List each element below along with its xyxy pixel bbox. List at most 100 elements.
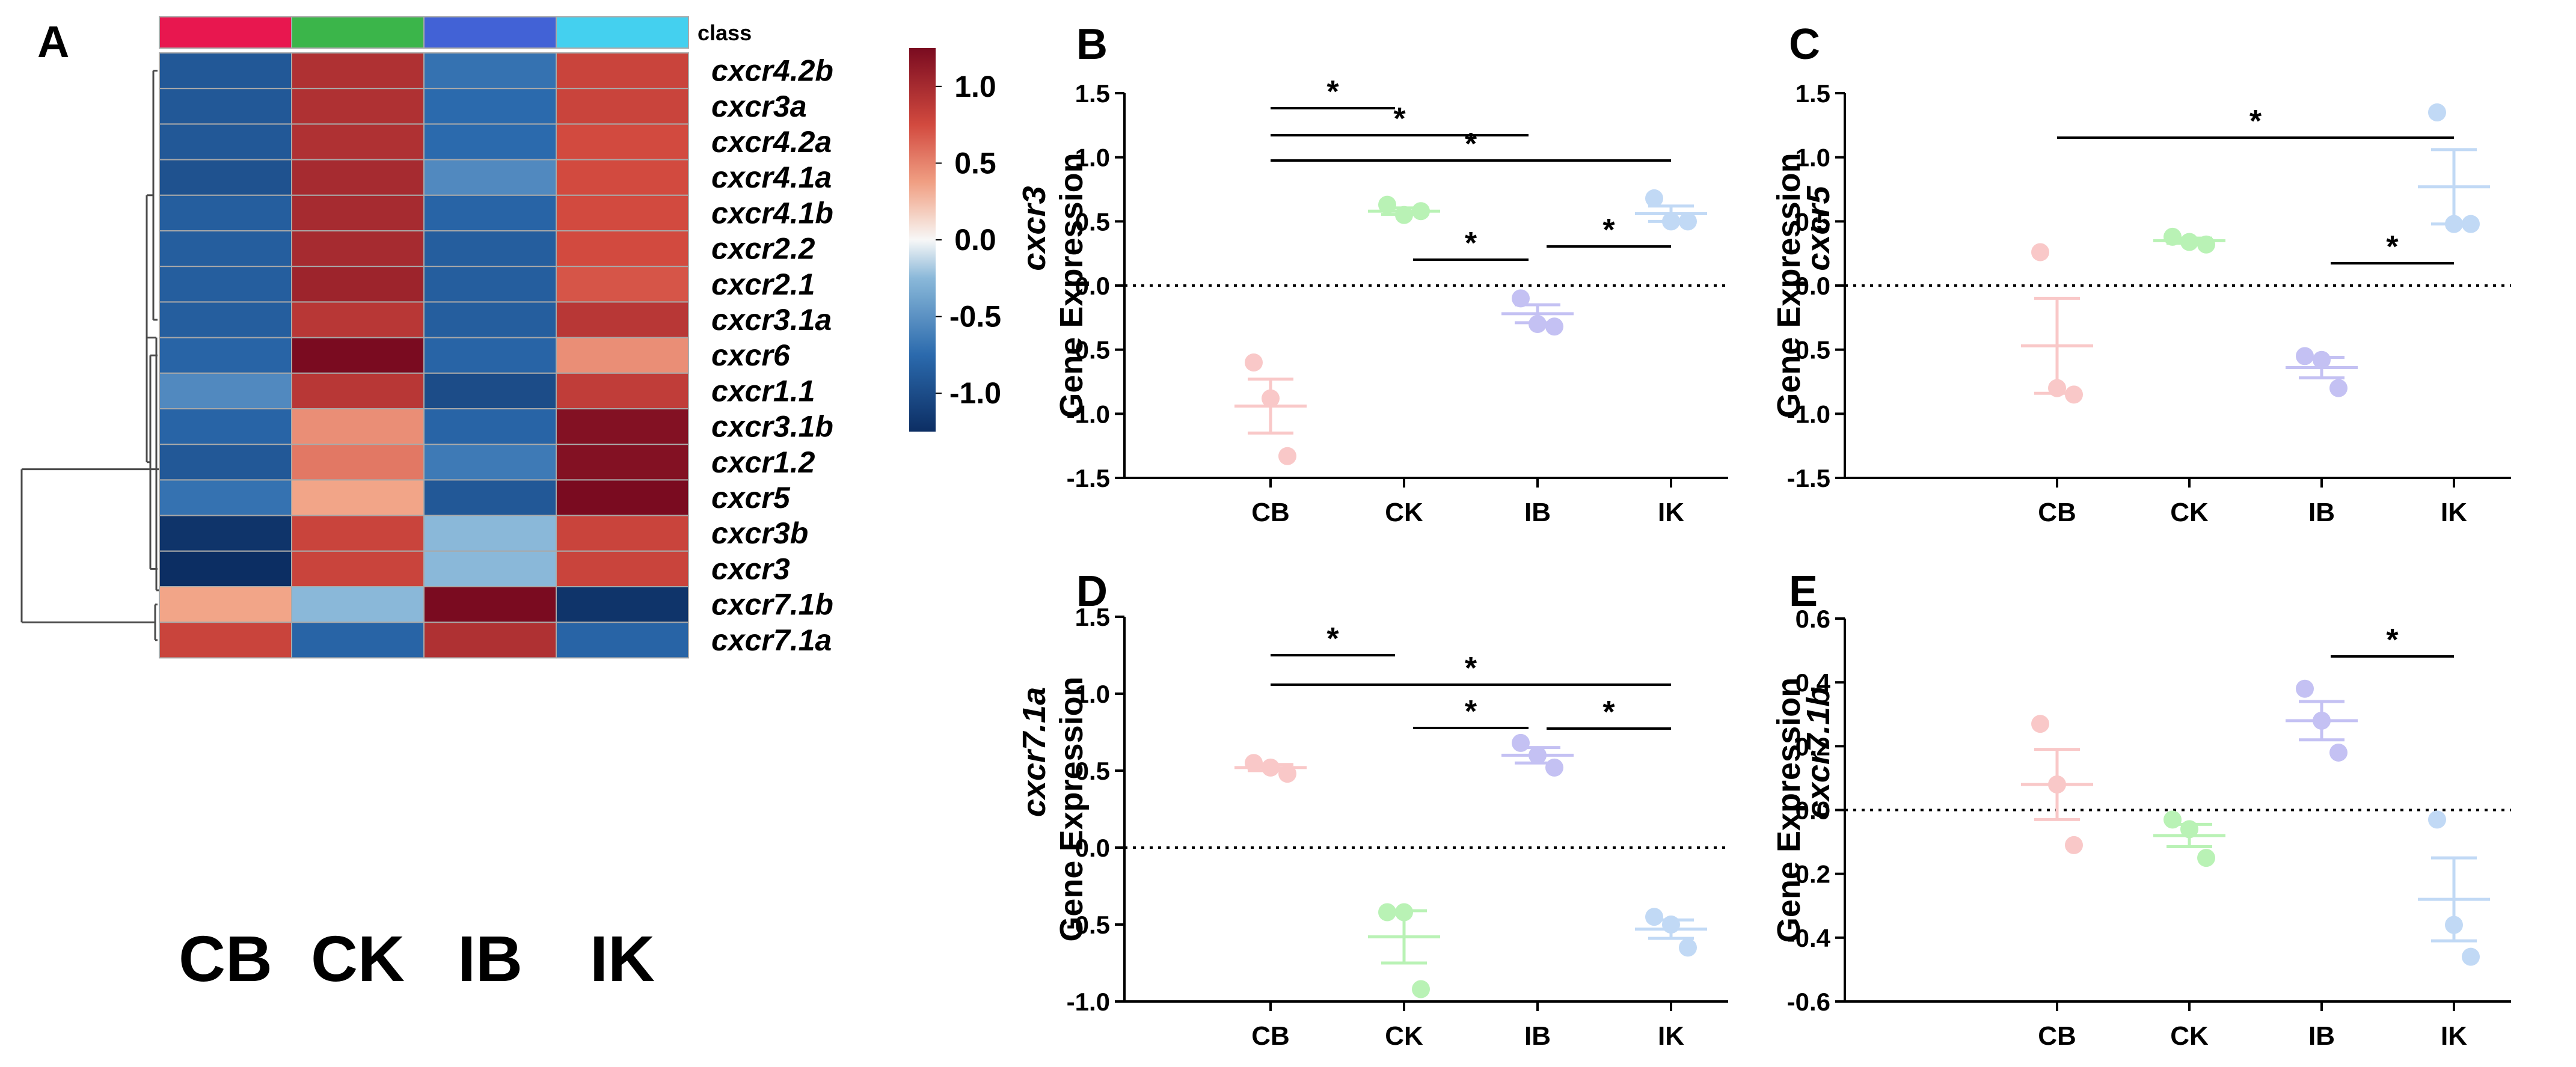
- y-tick-label: 1.0: [1796, 144, 1830, 172]
- heatmap-cell-cxcr5-IB: [423, 479, 557, 516]
- heatmap-cell-cxcr4.2b-IK: [556, 52, 689, 90]
- heatmap-cell-cxcr2.2-IK: [556, 230, 689, 268]
- data-point-IB: [1512, 733, 1530, 752]
- x-tick-label: IK: [2441, 1021, 2467, 1051]
- data-point-IK: [2445, 215, 2463, 233]
- heatmap-column-label: IK: [590, 922, 655, 995]
- x-tick-label: CK: [2170, 498, 2209, 527]
- heatmap-cell-cxcr4.1a-IB: [423, 159, 557, 196]
- heatmap-cell-cxcr4.1a-IK: [556, 159, 689, 196]
- heatmap-row-labels: cxcr4.2bcxcr3acxcr4.2acxcr4.1acxcr4.1bcx…: [711, 54, 833, 657]
- class-bar-IB: [423, 16, 557, 49]
- panel-letter-d: D: [1076, 567, 1108, 616]
- heatmap-cell-cxcr4.2a-IB: [423, 123, 557, 161]
- heatmap-cell-cxcr4.1b-CB: [159, 194, 292, 231]
- colorbar-tick-label: 0.5: [954, 146, 996, 180]
- heatmap-cell-cxcr3.1a-CK: [291, 301, 425, 338]
- y-tick-label: 0.0: [1796, 796, 1830, 825]
- gene-name-label: cxcr3: [1016, 186, 1052, 271]
- heatmap-cell-cxcr4.1b-CK: [291, 194, 425, 231]
- data-point-CB: [2048, 775, 2066, 794]
- y-tick-label: -1.0: [1067, 988, 1110, 1016]
- heatmap-row-label: cxcr3b: [711, 516, 808, 550]
- y-tick-label: -0.2: [1787, 860, 1830, 888]
- data-point-IK: [1679, 938, 1697, 957]
- heatmap-cell-cxcr7.1b-IK: [556, 586, 689, 623]
- heatmap-row-label: cxcr3: [711, 552, 790, 585]
- heatmap-cell-cxcr6-CK: [291, 337, 425, 374]
- x-tick-label: CB: [1251, 1021, 1290, 1051]
- panel-e: E 0.6 0.4 0.2 0.0 -0.2 -0.4 -0.6 CB CK IB IK cxcr7.…: [1771, 567, 2511, 1051]
- heatmap-cell-cxcr3-CB: [159, 550, 292, 587]
- colorbar: 1.0 0.5 0.0 -0.5 -1.0: [909, 48, 1001, 432]
- heatmap-cell-cxcr3.1a-IB: [423, 301, 557, 338]
- data-point-CK: [1395, 903, 1413, 922]
- heatmap: [159, 52, 689, 659]
- heatmap-cell-cxcr7.1a-IK: [556, 622, 689, 659]
- heatmap-column-label: IB: [458, 922, 523, 995]
- class-label: class: [698, 20, 752, 45]
- panel-b: B 1.5 1.0 0.5 0.0 -0.5 -1.0 -1.5 CB CK IB IK cxcr3 G…: [1016, 20, 1728, 527]
- data-point-IB: [1529, 746, 1547, 765]
- y-tick-label: -1.5: [1787, 464, 1830, 492]
- y-tick-label: -1.5: [1067, 464, 1110, 492]
- x-tick-label: IB: [2308, 498, 2335, 527]
- panel-letter-e: E: [1789, 567, 1818, 616]
- heatmap-cell-cxcr3-CK: [291, 550, 425, 587]
- heatmap-cell-cxcr6-IK: [556, 337, 689, 374]
- heatmap-cell-cxcr2.2-IB: [423, 230, 557, 268]
- heatmap-cell-cxcr1.2-CB: [159, 444, 292, 481]
- data-point-IB: [1545, 317, 1563, 336]
- panel-a: A class cxcr4.2bcxcr3acxcr4.2acxcr4.1acx…: [20, 16, 1001, 995]
- heatmap-row-label: cxcr7.1a: [711, 623, 832, 657]
- heatmap-cell-cxcr3-IB: [423, 550, 557, 587]
- heatmap-cell-cxcr4.2b-CK: [291, 52, 425, 90]
- heatmap-cell-cxcr1.1-IK: [556, 372, 689, 409]
- heatmap-cell-cxcr2.2-CK: [291, 230, 425, 268]
- significance-star: *: [1602, 213, 1615, 248]
- heatmap-cell-cxcr3b-IK: [556, 515, 689, 552]
- x-tick-label: CB: [2038, 1021, 2076, 1051]
- heatmap-cell-cxcr1.1-CB: [159, 372, 292, 409]
- x-tick-label: IK: [1658, 1021, 1684, 1051]
- heatmap-row-label: cxcr2.1: [711, 268, 815, 301]
- heatmap-column-labels: CB CK IB IK: [179, 922, 655, 995]
- heatmap-cell-cxcr3.1b-CB: [159, 408, 292, 445]
- heatmap-cell-cxcr3a-CK: [291, 88, 425, 125]
- data-point-IK: [2428, 810, 2446, 829]
- x-tick-label: CB: [2038, 498, 2076, 527]
- significance-star: *: [1326, 622, 1339, 656]
- heatmap-cell-cxcr4.1b-IB: [423, 194, 557, 231]
- y-tick-label: 1.0: [1075, 680, 1110, 708]
- data-point-CB: [1262, 758, 1280, 777]
- heatmap-column-label: CK: [311, 922, 405, 995]
- heatmap-row-label: cxcr5: [711, 481, 791, 515]
- data-point-IB: [2329, 379, 2348, 397]
- y-tick-label: 0.6: [1796, 605, 1830, 633]
- y-axis-title: Gene Expression: [1053, 153, 1090, 418]
- x-tick-label: CK: [1385, 498, 1423, 527]
- heatmap-cell-cxcr3.1a-CB: [159, 301, 292, 338]
- data-point-CK: [1378, 195, 1396, 214]
- data-point-IK: [1662, 212, 1680, 231]
- data-point-IK: [2445, 916, 2463, 934]
- heatmap-cell-cxcr4.1a-CK: [291, 159, 425, 196]
- colorbar-tick-label: 0.0: [954, 223, 996, 257]
- data-point-CK: [2180, 820, 2198, 839]
- data-point-CK: [2197, 235, 2215, 254]
- heatmap-cell-cxcr3b-CK: [291, 515, 425, 552]
- heatmap-row-label: cxcr3a: [711, 90, 807, 123]
- y-tick-label: 1.5: [1075, 79, 1110, 108]
- y-tick-label: -0.5: [1067, 911, 1110, 939]
- x-tick-label: IK: [1658, 498, 1684, 527]
- colorbar-tick-label: -1.0: [949, 376, 1001, 410]
- data-point-CB: [1278, 447, 1296, 465]
- heatmap-row-label: cxcr3.1a: [711, 303, 832, 337]
- heatmap-cell-cxcr3a-IB: [423, 88, 557, 125]
- heatmap-row-label: cxcr4.1a: [711, 161, 832, 194]
- heatmap-cell-cxcr3a-CB: [159, 88, 292, 125]
- data-point-IB: [2313, 350, 2331, 369]
- y-tick-label: 0.5: [1075, 207, 1110, 236]
- data-point-IK: [1679, 212, 1697, 231]
- heatmap-cell-cxcr1.2-IB: [423, 444, 557, 481]
